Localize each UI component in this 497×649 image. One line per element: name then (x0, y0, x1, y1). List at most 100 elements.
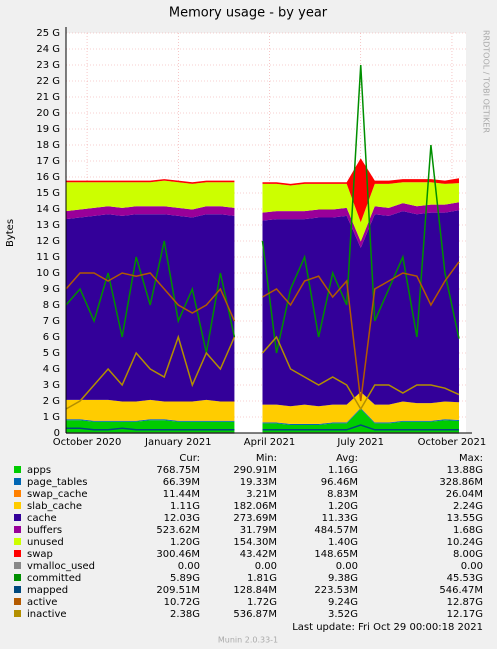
legend-stat: 2.24G (453, 501, 483, 512)
area (66, 202, 459, 248)
x-tick-label: January 2021 (144, 437, 212, 448)
legend-stat: 223.53M (314, 585, 358, 596)
x-tick-label: October 2020 (53, 437, 122, 448)
legend-swatch (14, 562, 21, 569)
last-update: Last update: Fri Oct 29 00:00:18 2021 (292, 622, 483, 633)
legend-stat: 0.00 (255, 561, 277, 572)
legend-swatch (14, 490, 21, 497)
legend-stat: 45.53G (447, 573, 483, 584)
area (66, 180, 459, 242)
legend-stat: 182.06M (233, 501, 277, 512)
stats-header: Min: (256, 453, 277, 464)
legend-stat: 96.46M (321, 477, 358, 488)
y-tick-label: 3 G (43, 380, 60, 391)
stats-header: Cur: (179, 453, 200, 464)
line (65, 334, 460, 411)
legend-swatch (14, 610, 21, 617)
side-text: RRDTOOL / TOBI OETIKER (482, 30, 491, 133)
legend-name: cache (27, 513, 57, 524)
stats-header: Max: (459, 453, 483, 464)
y-tick-label: 17 G (36, 156, 60, 167)
y-tick-label: 15 G (36, 188, 60, 199)
y-tick-label: 4 G (43, 364, 60, 375)
y-tick-label: 5 G (43, 348, 60, 359)
legend-stat: 8.83M (327, 489, 358, 500)
area (66, 158, 459, 223)
legend-stat: 1.20G (170, 537, 200, 548)
legend-stat: 128.84M (233, 585, 277, 596)
legend-stat: 484.57M (314, 525, 358, 536)
y-tick-label: 13 G (36, 220, 60, 231)
legend-stat: 273.69M (233, 513, 277, 524)
y-tick-label: 7 G (43, 316, 60, 327)
legend-name: page_tables (27, 477, 88, 488)
legend-swatch (14, 550, 21, 557)
y-tick-label: 12 G (36, 236, 60, 247)
legend-swatch (14, 478, 21, 485)
y-tick-label: 22 G (36, 76, 60, 87)
legend-stat: 10.72G (164, 597, 200, 608)
legend-name: swap_cache (27, 489, 87, 500)
stats-header: Avg: (336, 453, 358, 464)
y-tick-label: 25 G (36, 28, 60, 39)
legend-stat: 148.65M (314, 549, 358, 560)
legend-stat: 43.42M (240, 549, 277, 560)
legend-stat: 1.68G (453, 525, 483, 536)
y-tick-label: 2 G (43, 396, 60, 407)
y-tick-label: 21 G (36, 92, 60, 103)
x-tick-label: July 2021 (336, 437, 384, 448)
legend-stat: 1.20G (328, 501, 358, 512)
legend-stat: 1.81G (247, 573, 277, 584)
legend-stat: 5.89G (170, 573, 200, 584)
legend-name: inactive (27, 609, 67, 620)
legend-stat: 290.91M (233, 465, 277, 476)
area (66, 210, 459, 407)
legend-swatch (14, 598, 21, 605)
legend-swatch (14, 586, 21, 593)
legend-name: slab_cache (27, 501, 82, 512)
y-tick-label: 9 G (43, 284, 60, 295)
legend-stat: 154.30M (233, 537, 277, 548)
legend-stat: 12.87G (447, 597, 483, 608)
y-tick-label: 16 G (36, 172, 60, 183)
legend-stat: 768.75M (156, 465, 200, 476)
legend-stat: 536.87M (233, 609, 277, 620)
legend-stat: 300.46M (156, 549, 200, 560)
y-axis-label: Bytes (5, 219, 16, 247)
legend-stat: 546.47M (439, 585, 483, 596)
legend-stat: 11.33G (322, 513, 358, 524)
y-tick-label: 19 G (36, 124, 60, 135)
legend-stat: 328.86M (439, 477, 483, 488)
y-tick-label: 24 G (36, 44, 60, 55)
legend-name: committed (27, 573, 81, 584)
y-tick-label: 14 G (36, 204, 60, 215)
legend-name: buffers (27, 525, 62, 536)
legend-swatch (14, 502, 21, 509)
legend-stat: 0.00 (461, 561, 483, 572)
legend-stat: 12.17G (447, 609, 483, 620)
x-tick-label: April 2021 (244, 437, 295, 448)
legend-stat: 1.40G (328, 537, 358, 548)
y-tick-label: 8 G (43, 300, 60, 311)
legend-swatch (14, 526, 21, 533)
x-tick-label: October 2021 (418, 437, 487, 448)
legend-swatch (14, 514, 21, 521)
legend-stat: 13.88G (447, 465, 483, 476)
legend-stat: 10.24G (447, 537, 483, 548)
legend-stat: 11.44M (163, 489, 200, 500)
legend-stat: 0.00 (178, 561, 200, 572)
area (66, 409, 459, 433)
legend-stat: 9.38G (328, 573, 358, 584)
y-tick-label: 6 G (43, 332, 60, 343)
legend-stat: 26.04M (446, 489, 483, 500)
legend-stat: 1.16G (328, 465, 358, 476)
y-tick-label: 20 G (36, 108, 60, 119)
legend-stat: 523.62M (156, 525, 200, 536)
legend-stat: 13.55G (447, 513, 483, 524)
legend-swatch (14, 466, 21, 473)
legend-stat: 19.33M (240, 477, 277, 488)
legend-stat: 0.00 (336, 561, 358, 572)
legend-stat: 31.79M (240, 525, 277, 536)
legend-stat: 3.21M (246, 489, 277, 500)
y-tick-label: 23 G (36, 60, 60, 71)
